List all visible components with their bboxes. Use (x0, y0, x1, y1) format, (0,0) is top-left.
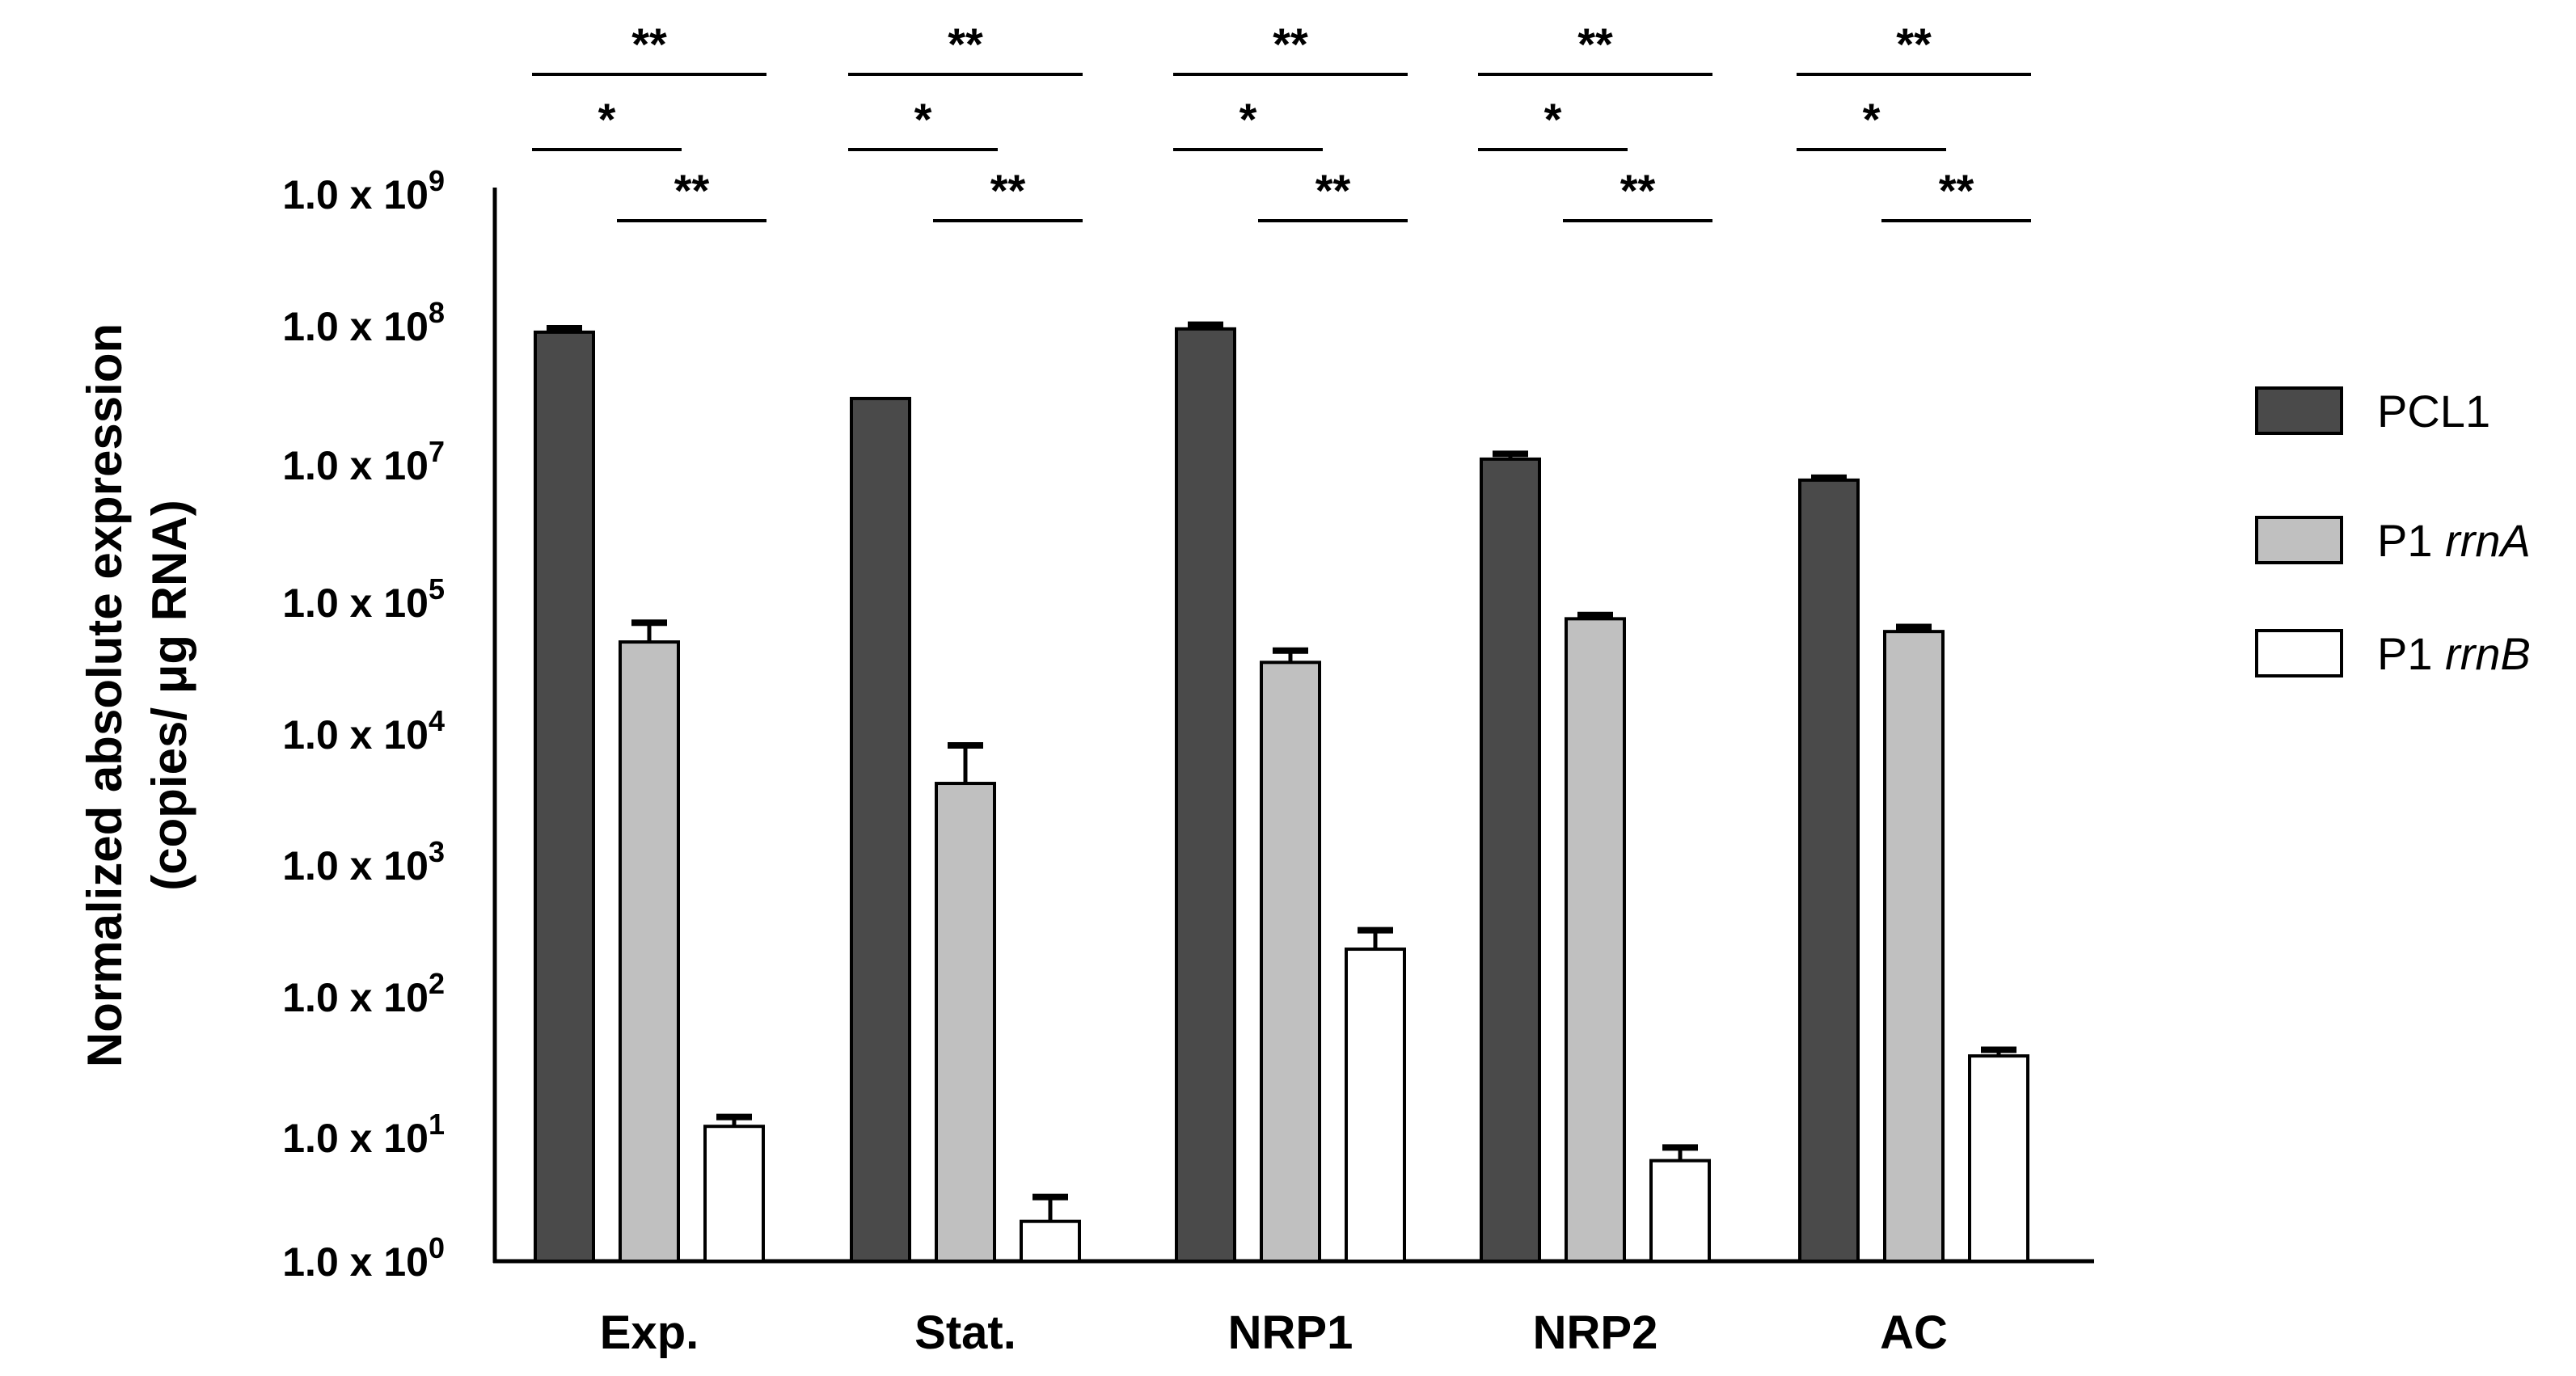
bar (1798, 478, 1860, 1263)
y-tick-label: 1.0 x 102 (282, 967, 445, 1020)
significance-label: ** (1315, 165, 1351, 216)
significance-label: ** (1939, 165, 1974, 216)
legend: PCL1 P1 rrnA P1 rrnB (2255, 386, 2531, 679)
y-tick-label: 1.0 x 104 (282, 704, 445, 758)
plot-area: 1.0 x 109 1.0 x 108 1.0 x 107 1.0 x 105 1.0 … (282, 19, 2094, 1359)
bar (1175, 327, 1236, 1263)
bar (1649, 1159, 1711, 1264)
x-tick-label: Exp. (600, 1306, 699, 1359)
y-tick-label: 1.0 x 107 (282, 435, 445, 488)
x-tick-label: NRP1 (1228, 1306, 1353, 1359)
x-tick-label: Stat. (914, 1306, 1016, 1359)
y-tick-label: 1.0 x 101 (282, 1108, 445, 1161)
significance-label: * (914, 94, 932, 145)
significance-label: * (1544, 94, 1562, 145)
bar (1020, 1219, 1081, 1263)
y-axis-title-line1: Normalized absolute expression (78, 323, 132, 1067)
bar (1260, 661, 1321, 1263)
significance-label: ** (631, 19, 667, 70)
significance-label: * (1863, 94, 1881, 145)
significance-label: ** (674, 165, 710, 216)
bar (1968, 1054, 2029, 1264)
y-tick-label: 1.0 x 100 (282, 1231, 445, 1285)
legend-label: PCL1 (2377, 386, 2490, 437)
y-tick-label: 1.0 x 108 (282, 296, 445, 349)
significance-label: * (598, 94, 616, 145)
y-axis-title: Normalized absolute expression (copies/ … (78, 323, 196, 1067)
significance-label: * (1239, 94, 1257, 145)
significance-label: ** (990, 165, 1026, 216)
legend-label: P1 rrnA (2377, 515, 2531, 566)
y-tick-label: 1.0 x 103 (282, 835, 445, 888)
significance-label: ** (1273, 19, 1308, 70)
bar (1883, 630, 1945, 1263)
bar (1345, 948, 1406, 1263)
bar (935, 782, 996, 1263)
bar (850, 396, 911, 1263)
x-tick-label: AC (1880, 1306, 1948, 1359)
bar (1565, 617, 1626, 1263)
bar (1480, 457, 1541, 1263)
bar (703, 1125, 765, 1263)
y-tick-label: 1.0 x 105 (282, 572, 445, 626)
significance-label: ** (1620, 165, 1656, 216)
legend-swatch (2255, 629, 2343, 677)
significance-label: ** (948, 19, 983, 70)
significance-label: ** (1896, 19, 1932, 70)
legend-swatch (2255, 386, 2343, 435)
bar (534, 330, 595, 1264)
x-tick-label: NRP2 (1533, 1306, 1658, 1359)
bar (619, 640, 680, 1263)
y-tick-label: 1.0 x 109 (282, 164, 445, 217)
significance-label: ** (1577, 19, 1613, 70)
y-axis-title-line2: (copies/ μg RNA) (142, 500, 196, 890)
legend-label: P1 rrnB (2377, 628, 2531, 679)
legend-swatch (2255, 516, 2343, 564)
